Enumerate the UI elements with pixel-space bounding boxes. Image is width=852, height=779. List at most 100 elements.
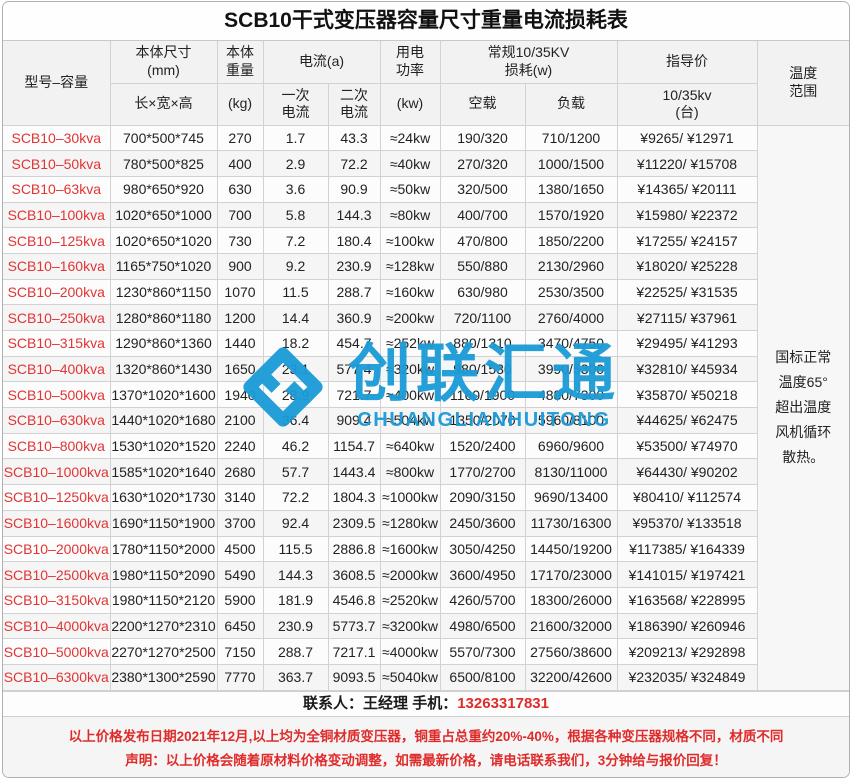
cell-power: ≈80kw [379, 201, 441, 229]
cell-size: 980*650*920 [109, 175, 218, 203]
contact-row: 联系人：王经理 手机：13263317831 [3, 690, 849, 716]
cell-i1: 9.2 [262, 252, 329, 280]
cell-load: 2130/2960 [524, 252, 618, 280]
cell-weight: 2100 [216, 407, 264, 434]
cell-load: 2760/4000 [524, 304, 618, 331]
cell-size: 1320*860*1430 [109, 355, 218, 383]
cell-power: ≈400kw [379, 381, 441, 409]
cell-size: 1165*750*1020 [109, 252, 218, 280]
cell-load: 3470/4750 [524, 330, 618, 357]
cell-i1: 11.5 [262, 278, 329, 306]
table-row: SCB10–1250kva 1630*1020*1730 3140 72.2 1804.… [3, 484, 849, 511]
col-header-power: 用电 功率 [379, 41, 441, 84]
cell-model: SCB10–4000kva [3, 612, 111, 640]
cell-noload: 3600/4950 [439, 561, 526, 588]
cell-power: ≈3200kw [379, 612, 441, 640]
cell-price: ¥9265/ ¥12971 [616, 124, 758, 152]
cell-size: 1630*1020*1730 [109, 484, 218, 511]
cell-price: ¥15980/ ¥22372 [616, 201, 757, 229]
cell-i1: 144.3 [262, 561, 329, 588]
cell-size: 1780*1150*2000 [109, 535, 218, 563]
cell-power: ≈252kw [379, 330, 441, 357]
cell-load: 710/1200 [524, 124, 618, 152]
cell-load: 6960/9600 [524, 432, 618, 460]
cell-i2: 5773.7 [327, 612, 381, 640]
cell-price: ¥53500/ ¥74970 [616, 432, 757, 460]
cell-load: 5960/8100 [524, 407, 618, 434]
cell-noload: 320/500 [439, 175, 526, 203]
cell-power: ≈320kw [379, 355, 441, 383]
cell-i1: 36.4 [262, 407, 329, 434]
cell-load: 2530/3500 [524, 278, 618, 306]
cell-price: ¥80410/ ¥112574 [616, 484, 757, 511]
cell-price: ¥32810/ ¥45934 [616, 355, 757, 383]
cell-model: SCB10–800kva [3, 432, 111, 460]
table-row: SCB10–250kva 1280*860*1180 1200 14.4 360.9 ≈2… [3, 304, 849, 331]
cell-price: ¥232035/ ¥324849 [616, 663, 757, 691]
cell-model: SCB10–6300kva [3, 663, 111, 691]
cell-model: SCB10–1000kva [3, 458, 111, 486]
cell-size: 780*500*825 [109, 150, 218, 177]
cell-noload: 1520/2400 [439, 432, 526, 460]
cell-i1: 7.2 [262, 227, 329, 254]
col-header-model: 型号–容量 [3, 41, 111, 126]
cell-noload: 630/980 [439, 278, 526, 306]
cell-load: 18300/26000 [524, 586, 618, 614]
cell-weight: 2680 [216, 458, 264, 486]
cell-weight: 5900 [216, 586, 264, 614]
cell-load: 11730/16300 [524, 509, 618, 537]
col-subheader-size: 长×宽×高 [110, 82, 218, 126]
cell-i1: 2.9 [262, 150, 329, 177]
table-row: SCB10–630kva 1440*1020*1680 2100 36.4 909.4 ≈… [3, 407, 849, 434]
cell-noload: 550/880 [439, 252, 526, 280]
cell-size: 1020*650*1000 [109, 201, 218, 229]
cell-model: SCB10–200kva [3, 278, 111, 306]
cell-load: 9690/13400 [524, 484, 618, 511]
cell-i1: 181.9 [262, 586, 329, 614]
cell-i2: 230.9 [327, 252, 381, 280]
table-row: SCB10–50kva 780*500*825 400 2.9 72.2 ≈40kw 270… [3, 150, 849, 177]
cell-model: SCB10–500kva [3, 381, 111, 409]
cell-i2: 454.7 [327, 330, 381, 357]
cell-i2: 4546.8 [327, 586, 381, 614]
cell-weight: 6450 [216, 612, 264, 640]
cell-load: 1000/1500 [524, 150, 618, 177]
table-row: SCB10–30kva 700*500*745 270 1.7 43.3 ≈24kw 190… [3, 124, 849, 691]
cell-power: ≈5040kw [379, 663, 441, 691]
cell-model: SCB10–50kva [3, 150, 111, 177]
cell-noload: 2450/3600 [439, 509, 526, 537]
cell-i1: 28.9 [262, 381, 329, 409]
cell-noload: 2090/3150 [439, 484, 526, 511]
cell-power: ≈2000kw [379, 561, 441, 588]
col-header-price: 指导价 [616, 41, 758, 84]
cell-price: ¥22525/ ¥31535 [616, 278, 757, 306]
table-row: SCB10–200kva 1230*860*1150 1070 11.5 288.7 ≈1… [3, 278, 849, 306]
cell-model: SCB10–2500kva [3, 561, 111, 588]
cell-model: SCB10–400kva [3, 355, 111, 383]
cell-price: ¥35870/ ¥50218 [616, 381, 757, 409]
cell-i1: 72.2 [262, 484, 329, 511]
cell-weight: 1200 [216, 304, 264, 331]
cell-power: ≈1000kw [379, 484, 441, 511]
cell-i2: 7217.1 [327, 638, 381, 665]
cell-model: SCB10–5000kva [3, 638, 111, 665]
cell-price: ¥209213/ ¥292898 [616, 638, 757, 665]
cell-i2: 721.7 [327, 381, 381, 409]
cell-noload: 1350/2070 [439, 407, 526, 434]
table-body: SCB10–30kva 700*500*745 270 1.7 43.3 ≈24kw 190… [3, 124, 849, 691]
cell-i1: 288.7 [262, 638, 329, 665]
col-subheader-secondary-current: 二次 电流 [327, 82, 381, 126]
cell-power: ≈1280kw [379, 509, 441, 537]
cell-power: ≈4000kw [379, 638, 441, 665]
cell-i2: 909.4 [327, 407, 381, 434]
table-row: SCB10–1600kva 1690*1150*1900 3700 92.4 2309.… [3, 509, 849, 537]
cell-i2: 72.2 [327, 150, 381, 177]
cell-load: 32200/42600 [524, 663, 618, 691]
cell-model: SCB10–3150kva [3, 586, 111, 614]
notice-line-1: 以上价格发布日期2021年12月,以上均为全铜材质变压器，铜重占总重约20%-4… [68, 729, 784, 745]
cell-power: ≈640kw [379, 432, 441, 460]
cell-model: SCB10–100kva [3, 201, 111, 229]
cell-price: ¥11220/ ¥15708 [616, 150, 757, 177]
cell-weight: 7770 [216, 663, 264, 691]
